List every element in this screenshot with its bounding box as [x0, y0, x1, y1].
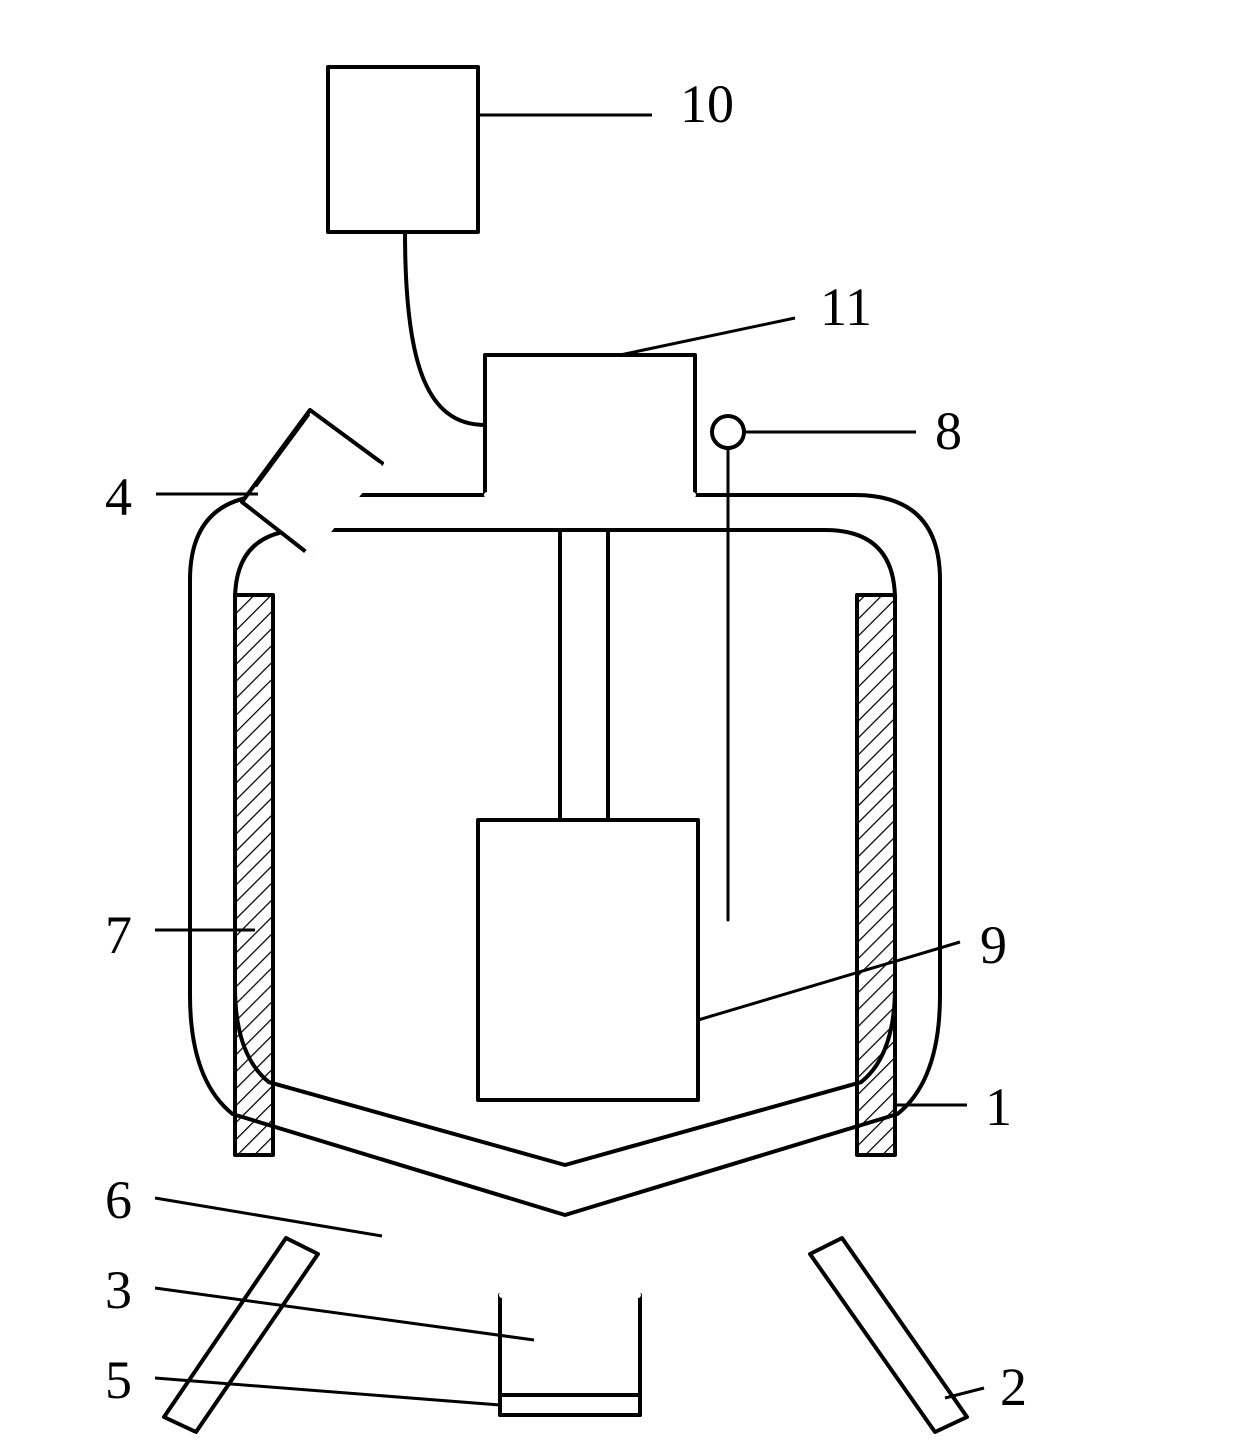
- motor-housing: [485, 355, 695, 495]
- lbl-3: 3: [105, 1260, 132, 1320]
- wire: [405, 232, 485, 425]
- leg-right: [810, 1238, 967, 1432]
- lbl-6: 6: [105, 1170, 132, 1230]
- lbl-8: 8: [935, 401, 962, 461]
- lbl-2: 2: [1000, 1357, 1027, 1417]
- outlet-cap: [500, 1395, 640, 1415]
- diagram-root: 10 11 8 4 7 9 1 6 3 5 2: [0, 0, 1240, 1440]
- lbl-7: 7: [105, 905, 132, 965]
- lbl-10: 10: [680, 74, 734, 134]
- lbl-5: 5: [105, 1350, 132, 1410]
- leader-11: [620, 318, 795, 355]
- lbl-9: 9: [980, 915, 1007, 975]
- leg-left: [164, 1238, 318, 1432]
- leader-3: [155, 1288, 534, 1340]
- lbl-11: 11: [820, 277, 872, 337]
- probe-bulb: [712, 416, 744, 448]
- leader-6: [155, 1198, 382, 1236]
- leader-9: [698, 942, 960, 1020]
- heater-right: [857, 595, 895, 1155]
- lbl-1: 1: [985, 1077, 1012, 1137]
- control-box: [328, 67, 478, 232]
- lbl-4: 4: [105, 467, 132, 527]
- schematic: [164, 67, 967, 1432]
- agitator-block: [478, 820, 698, 1100]
- heater-left: [235, 595, 273, 1155]
